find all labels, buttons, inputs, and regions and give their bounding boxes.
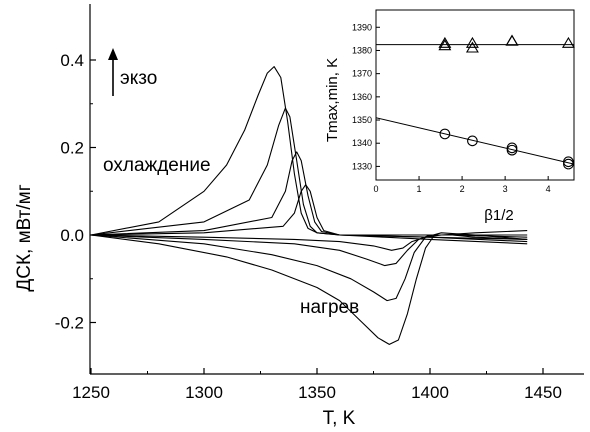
inset-triangle-marker bbox=[465, 41, 479, 53]
inset-x-tick-label: 2 bbox=[460, 184, 465, 194]
inset-x-axis-label: β1/2 bbox=[484, 207, 513, 224]
inset-plot-area: 0 1 2 3 4 1330 1340 1350 1360 1370 1380 1390 bbox=[352, 9, 575, 194]
y-tick-label: 0.0 bbox=[60, 226, 84, 245]
inset-fit-line-2 bbox=[375, 117, 575, 165]
inset-circle-marker bbox=[467, 135, 478, 147]
x-tick-label: 1350 bbox=[298, 383, 336, 402]
inset-y-tick-label: 1390 bbox=[352, 22, 372, 32]
x-tick-label: 1300 bbox=[185, 383, 223, 402]
main-curves bbox=[90, 66, 528, 345]
x-tick-label: 1450 bbox=[524, 383, 562, 402]
inset-x-tick-label: 4 bbox=[546, 184, 551, 194]
inset-y-tick-label: 1360 bbox=[352, 92, 372, 102]
dsc-curve-4 bbox=[90, 184, 528, 236]
annotation-heating: нагрев bbox=[300, 297, 359, 318]
inset-y-tick-label: 1330 bbox=[352, 161, 372, 171]
x-tick-label: 1400 bbox=[411, 383, 449, 402]
inset-y-tick-label: 1340 bbox=[352, 138, 372, 148]
inset-panel bbox=[350, 2, 586, 230]
inset-x-tick-label: 1 bbox=[417, 184, 422, 194]
inset-circle-marker bbox=[439, 128, 451, 140]
y-tick-label: 0.4 bbox=[60, 51, 84, 70]
inset-y-tick-label: 1370 bbox=[352, 69, 372, 79]
inset-triangle-marker bbox=[505, 34, 519, 46]
y-axis-label: ДСК, мВт/мг bbox=[14, 184, 35, 291]
inset-markers bbox=[375, 34, 575, 170]
inset-circle-marker bbox=[506, 144, 518, 156]
exo-arrow bbox=[108, 48, 118, 96]
main-plot-area: 1250 1300 1350 1400 1450 0.4 0.2 0.0 -0.2 bbox=[55, 4, 584, 402]
inset-circle-marker bbox=[563, 158, 574, 170]
annotation-cooling: охлаждение bbox=[103, 155, 211, 176]
inset-y-tick-label: 1350 bbox=[352, 115, 372, 125]
dsc-curve-8 bbox=[90, 234, 528, 345]
inset-background bbox=[350, 2, 586, 230]
inset-x-tick-label: 3 bbox=[503, 184, 508, 194]
y-tick-label: -0.2 bbox=[55, 314, 84, 333]
dsc-curve-7 bbox=[90, 232, 528, 302]
inset-triangle-marker bbox=[438, 36, 452, 48]
inset-frame bbox=[375, 9, 575, 181]
inset-triangle-marker bbox=[561, 36, 575, 48]
inset-y-tick-label: 1380 bbox=[352, 45, 372, 55]
inset-x-tick-label: 0 bbox=[373, 184, 378, 194]
x-axis-label: T, K bbox=[323, 408, 356, 429]
inset-triangle-marker bbox=[438, 39, 452, 51]
annotation-exo: экзо bbox=[120, 68, 157, 89]
inset-triangle-marker bbox=[465, 36, 479, 48]
inset-y-axis-label: Tmax,min, K bbox=[324, 58, 341, 142]
y-tick-label: 0.2 bbox=[60, 139, 84, 158]
x-tick-label: 1250 bbox=[72, 383, 110, 402]
